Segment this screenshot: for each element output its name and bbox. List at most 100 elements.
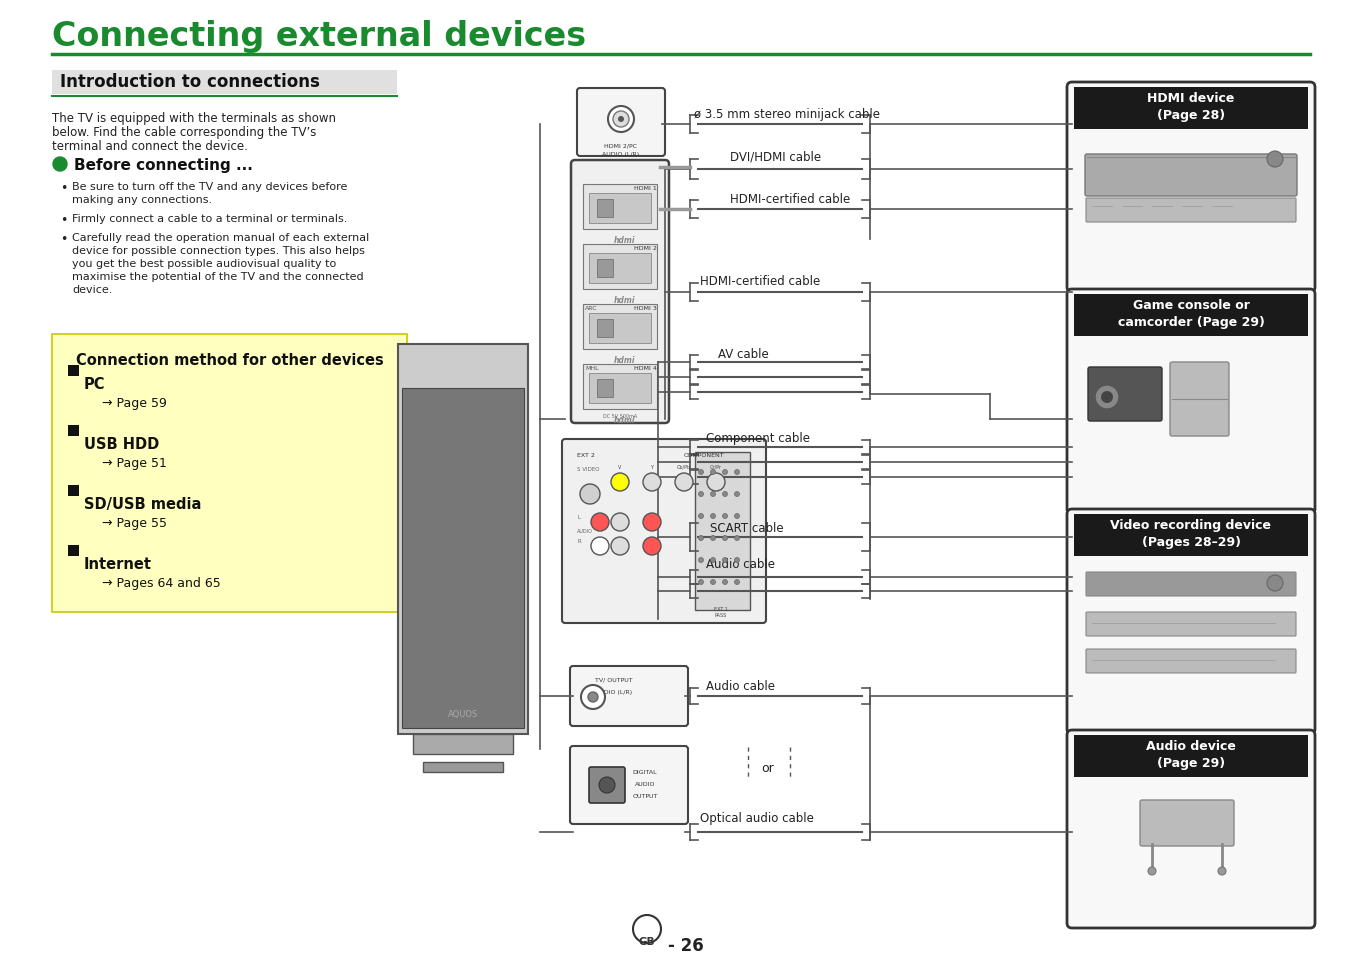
Text: Audio cable: Audio cable xyxy=(706,679,775,692)
FancyBboxPatch shape xyxy=(1085,613,1296,637)
Text: AQUOS: AQUOS xyxy=(448,709,478,719)
Text: Introduction to connections: Introduction to connections xyxy=(59,73,320,91)
Text: Connecting external devices: Connecting external devices xyxy=(53,20,586,53)
Text: Firmly connect a cable to a terminal or terminals.: Firmly connect a cable to a terminal or … xyxy=(72,213,347,224)
Text: Audio device
(Page 29): Audio device (Page 29) xyxy=(1146,740,1237,769)
FancyBboxPatch shape xyxy=(1085,199,1296,223)
Circle shape xyxy=(580,484,599,504)
Text: HDMI 3: HDMI 3 xyxy=(634,306,657,311)
Text: HDMI 2: HDMI 2 xyxy=(634,246,657,251)
Text: HDMI device
(Page 28): HDMI device (Page 28) xyxy=(1148,91,1235,122)
Circle shape xyxy=(710,492,716,497)
Text: AUDIO: AUDIO xyxy=(634,781,655,786)
Text: hdmi: hdmi xyxy=(614,235,636,245)
Text: HDMI-certified cable: HDMI-certified cable xyxy=(701,274,821,288)
Circle shape xyxy=(643,514,662,532)
Text: hdmi: hdmi xyxy=(614,295,636,305)
Text: Component cable: Component cable xyxy=(706,432,810,444)
Circle shape xyxy=(591,537,609,556)
Circle shape xyxy=(608,107,634,132)
Bar xyxy=(583,365,657,410)
FancyBboxPatch shape xyxy=(562,439,765,623)
FancyBboxPatch shape xyxy=(570,666,688,726)
FancyBboxPatch shape xyxy=(1139,801,1234,846)
Text: AUDIO: AUDIO xyxy=(576,529,593,534)
FancyBboxPatch shape xyxy=(589,767,625,803)
FancyBboxPatch shape xyxy=(570,746,688,824)
Circle shape xyxy=(698,536,703,541)
Circle shape xyxy=(698,470,703,475)
Bar xyxy=(583,245,657,290)
Bar xyxy=(1075,88,1308,130)
Text: AV cable: AV cable xyxy=(718,348,768,360)
Bar xyxy=(597,200,613,218)
Circle shape xyxy=(618,117,624,123)
Circle shape xyxy=(734,536,740,541)
FancyBboxPatch shape xyxy=(1085,649,1296,673)
Circle shape xyxy=(722,470,728,475)
Text: hdmi: hdmi xyxy=(614,416,636,424)
Text: AUDIO (L/R): AUDIO (L/R) xyxy=(602,152,640,157)
FancyBboxPatch shape xyxy=(576,89,666,157)
Circle shape xyxy=(734,579,740,585)
Bar xyxy=(53,335,406,613)
Text: HDMI-certified cable: HDMI-certified cable xyxy=(730,193,850,206)
Circle shape xyxy=(710,536,716,541)
Text: TV/ OUTPUT: TV/ OUTPUT xyxy=(595,678,633,682)
Bar xyxy=(589,253,651,284)
Text: MHL: MHL xyxy=(585,366,598,371)
Text: DIGITAL: DIGITAL xyxy=(633,769,657,774)
Bar xyxy=(1075,735,1308,778)
Bar xyxy=(1075,294,1308,336)
Bar xyxy=(423,762,504,772)
FancyBboxPatch shape xyxy=(1085,154,1297,196)
Text: you get the best possible audiovisual quality to: you get the best possible audiovisual qu… xyxy=(72,258,336,269)
Circle shape xyxy=(710,558,716,563)
FancyBboxPatch shape xyxy=(1170,363,1228,436)
Bar xyxy=(68,485,80,497)
Circle shape xyxy=(698,514,703,519)
Circle shape xyxy=(707,474,725,492)
Circle shape xyxy=(710,579,716,585)
Circle shape xyxy=(1095,386,1119,410)
Bar xyxy=(583,185,657,230)
Text: Audio cable: Audio cable xyxy=(706,558,775,571)
Circle shape xyxy=(1102,392,1112,403)
Text: maximise the potential of the TV and the connected: maximise the potential of the TV and the… xyxy=(72,272,363,282)
Circle shape xyxy=(698,579,703,585)
Text: device.: device. xyxy=(72,285,112,294)
Text: AUDIO (L/R): AUDIO (L/R) xyxy=(595,689,632,695)
Circle shape xyxy=(698,558,703,563)
Bar xyxy=(402,389,524,728)
Bar xyxy=(68,545,80,557)
Text: DC 5V 500mA: DC 5V 500mA xyxy=(603,414,637,418)
Text: ø 3.5 mm stereo minijack cable: ø 3.5 mm stereo minijack cable xyxy=(694,108,880,121)
Text: SCART cable: SCART cable xyxy=(710,521,783,535)
Bar xyxy=(53,71,397,95)
Circle shape xyxy=(710,470,716,475)
Circle shape xyxy=(734,470,740,475)
Text: •: • xyxy=(59,233,68,246)
FancyBboxPatch shape xyxy=(1066,730,1315,928)
Text: terminal and connect the device.: terminal and connect the device. xyxy=(53,140,248,152)
Circle shape xyxy=(599,778,616,793)
Bar xyxy=(68,366,80,376)
Text: OUTPUT: OUTPUT xyxy=(632,793,657,799)
Circle shape xyxy=(722,558,728,563)
Circle shape xyxy=(722,536,728,541)
FancyBboxPatch shape xyxy=(1066,510,1315,734)
Text: Cr/Pr: Cr/Pr xyxy=(710,464,722,470)
Text: Before connecting ...: Before connecting ... xyxy=(74,158,252,172)
Text: Be sure to turn off the TV and any devices before: Be sure to turn off the TV and any devic… xyxy=(72,182,347,192)
Text: making any connections.: making any connections. xyxy=(72,194,212,205)
Circle shape xyxy=(734,514,740,519)
Text: HDMI 2/PC: HDMI 2/PC xyxy=(605,144,637,149)
FancyBboxPatch shape xyxy=(1085,573,1296,597)
Bar xyxy=(589,314,651,344)
Circle shape xyxy=(643,537,662,556)
Bar xyxy=(583,305,657,350)
Circle shape xyxy=(612,537,629,556)
Text: COMPONENT: COMPONENT xyxy=(684,453,725,457)
Circle shape xyxy=(591,514,609,532)
Circle shape xyxy=(612,514,629,532)
